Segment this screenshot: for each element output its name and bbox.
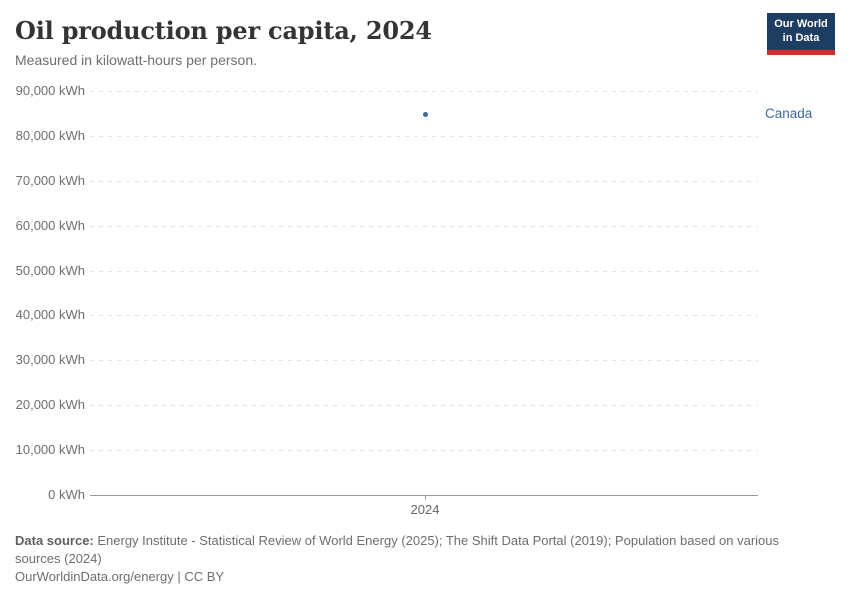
gridline: [90, 270, 758, 272]
y-axis-tick-label: 60,000 kWh: [15, 217, 85, 233]
owid-logo-line2: in Data: [782, 31, 820, 44]
data-source-label: Data source:: [15, 533, 94, 548]
gridline: [90, 450, 758, 452]
owid-logo-text: Our World in Data: [774, 18, 828, 44]
gridline: [90, 360, 758, 362]
y-axis-tick-label: 10,000 kWh: [15, 442, 85, 458]
gridline: [90, 315, 758, 317]
owid-logo[interactable]: Our World in Data: [767, 13, 835, 55]
x-axis-tick-label: 2024: [410, 502, 440, 517]
y-axis-tick-label: 90,000 kWh: [15, 83, 85, 98]
x-axis-line: [90, 495, 758, 496]
y-axis-tick-label: 30,000 kWh: [15, 352, 85, 368]
data-source-text: Energy Institute - Statistical Review of…: [15, 533, 780, 566]
chart-subtitle: Measured in kilowatt-hours per person.: [15, 52, 258, 68]
data-source-note: Data source: Energy Institute - Statisti…: [15, 532, 827, 568]
y-axis-tick-label: 80,000 kWh: [15, 127, 85, 143]
data-point-canada[interactable]: [422, 111, 428, 117]
gridline: [90, 91, 758, 92]
y-axis-tick-label: 50,000 kWh: [15, 262, 85, 278]
gridline: [90, 225, 758, 227]
chart-title: Oil production per capita, 2024: [15, 16, 432, 45]
y-axis-tick-label: 70,000 kWh: [15, 172, 85, 188]
series-label-canada[interactable]: Canada: [765, 106, 813, 122]
license-line[interactable]: OurWorldinData.org/energy | CC BY: [15, 569, 225, 584]
gridline: [90, 180, 758, 182]
y-axis-tick-label: 40,000 kWh: [15, 307, 85, 323]
x-axis-tick-mark: [425, 495, 426, 500]
y-axis-tick-label: 20,000 kWh: [15, 397, 85, 413]
gridline: [90, 405, 758, 407]
y-axis-tick-label: 0 kWh: [48, 487, 85, 502]
gridline: [90, 135, 758, 137]
owid-logo-line1: Our World: [774, 18, 828, 31]
